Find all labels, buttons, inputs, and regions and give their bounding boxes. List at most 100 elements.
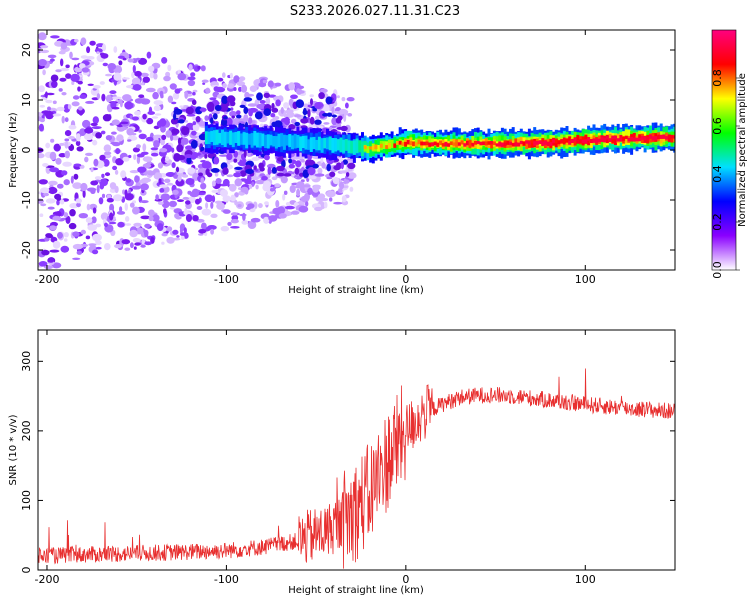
spectrogram-band-cell [659, 134, 663, 139]
spectrogram-band-cell [352, 140, 356, 155]
colorbar-tick-label: 0.8 [711, 69, 724, 87]
spectrogram-noise-blob [101, 173, 105, 178]
spectrogram-noise-blob [84, 127, 94, 134]
spectrogram-band-cell [304, 135, 308, 150]
spectrogram-noise-blob [180, 235, 185, 240]
spectrogram-noise-blob [201, 222, 207, 230]
spectrogram-noise-blob [55, 211, 62, 217]
spectrogram-noise-blob [245, 168, 254, 175]
spectrogram-noise-blob [47, 206, 55, 210]
spectrogram-band-cell [355, 138, 359, 154]
spectrogram-band-cell [299, 136, 303, 152]
spectrogram-band-cell [614, 135, 617, 145]
spectrogram-band-cell [562, 139, 566, 144]
spectrogram-noise-blob [237, 204, 242, 208]
spectrogram-noise-blob [192, 121, 197, 126]
spectrogram-band-cell [379, 143, 383, 148]
spectrogram-noise-blob [271, 176, 278, 181]
spectrogram-noise-blob [74, 38, 79, 43]
spectrogram-noise-blob [92, 233, 102, 242]
spectrogram-noise-blob [133, 154, 137, 161]
spectrogram-band-cell [414, 142, 418, 147]
snr-series-line [37, 368, 676, 569]
spectrogram-noise-blob [192, 91, 196, 96]
spectrogram-band-cell [229, 130, 233, 145]
spectrogram-noise-blob [47, 106, 51, 111]
spectrogram-noise-blob [157, 162, 164, 169]
spectrogram-noise-blob [240, 170, 247, 177]
spectrogram-noise-blob [263, 180, 271, 189]
spectrogram-noise-blob [173, 112, 177, 121]
spectrogram-band-cell [490, 141, 494, 149]
spectrogram-noise-blob [251, 176, 260, 181]
spectrogram-noise-blob [116, 134, 124, 142]
spectrogram-noise-blob [126, 128, 134, 136]
spectrogram-noise-blob [92, 249, 99, 255]
spectrogram-noise-blob [239, 104, 246, 108]
spectrogram-noise-blob [347, 113, 353, 117]
spectrogram-noise-blob [60, 58, 64, 67]
spectrogram-noise-blob [229, 72, 233, 79]
spectrogram-band-cell [479, 141, 483, 146]
spectrogram-noise-blob [216, 202, 226, 210]
spectrogram-band-cell [269, 134, 273, 146]
spectrogram-noise-blob [195, 198, 201, 205]
spectrogram-noise-blob [78, 213, 89, 219]
spectrogram-noise-blob [340, 161, 344, 170]
spectrogram-noise-blob [192, 89, 198, 93]
spectrogram-x-label: Height of straight line (km) [288, 285, 424, 296]
spectrogram-noise-blob [320, 158, 324, 163]
spectrogram-band-cell [226, 131, 230, 144]
spectrogram-noise-blob [331, 106, 335, 113]
spectrogram-noise-blob [104, 172, 111, 177]
spectrogram-noise-blob [39, 104, 46, 108]
spectrogram-noise-blob [185, 178, 195, 185]
spectrogram-band-cell [538, 140, 542, 144]
spectrogram-noise-blob [206, 172, 213, 178]
spectrogram-noise-blob [115, 148, 121, 155]
spectrogram-band-cell [632, 132, 636, 142]
spectrogram-noise-blob [58, 142, 65, 146]
spectrogram-noise-blob [87, 83, 94, 87]
spectrogram-noise-blob [331, 117, 337, 126]
spectrogram-noise-blob [160, 193, 171, 201]
spectrogram-band-cell [282, 134, 286, 150]
spectrogram-band-cell [431, 142, 434, 147]
spectrogram-band-cell [616, 138, 620, 142]
spectrogram-y-tick-label: 10 [20, 93, 33, 107]
spectrogram-noise-blob [108, 221, 117, 225]
spectrogram-noise-blob [191, 188, 200, 197]
spectrogram-noise-blob [200, 65, 206, 72]
spectrogram-noise-blob [253, 165, 257, 170]
spectrogram-band-cell [280, 133, 284, 147]
spectrogram-noise-blob [293, 175, 299, 178]
spectrogram-noise-blob [312, 185, 320, 193]
spectrogram-noise-blob [141, 177, 152, 183]
spectrogram-band-cell [506, 140, 510, 145]
spectrogram-noise-blob [276, 165, 285, 172]
spectrogram-noise-blob [264, 201, 269, 206]
spectrogram-noise-blob [184, 120, 189, 123]
spectrogram-noise-blob [38, 261, 48, 267]
spectrogram-noise-blob [43, 192, 49, 197]
spectrogram-noise-blob [259, 173, 266, 177]
spectrogram-band-cell [347, 140, 351, 154]
spectrogram-band-cell [285, 135, 289, 146]
spectrogram-noise-blob [137, 166, 147, 173]
spectrogram-band-cell [484, 141, 488, 146]
spectrogram-noise-blob [144, 233, 149, 238]
spectrogram-noise-blob [165, 130, 172, 138]
spectrogram-noise-blob [297, 85, 305, 90]
spectrogram-band-cell [511, 142, 515, 147]
spectrogram-noise-blob [294, 121, 301, 127]
spectrogram-noise-blob [149, 71, 155, 79]
spectrogram-band-cell [242, 132, 246, 145]
spectrogram-noise-blob [249, 85, 258, 92]
spectrogram-noise-blob [243, 106, 249, 114]
spectrogram-band-cell [401, 142, 405, 146]
spectrogram-noise-blob [45, 110, 54, 120]
spectrogram-band-cell [654, 136, 658, 141]
spectrogram-noise-blob [76, 146, 84, 152]
spectrogram-noise-blob [300, 179, 305, 183]
spectrogram-band-cell [215, 129, 219, 145]
